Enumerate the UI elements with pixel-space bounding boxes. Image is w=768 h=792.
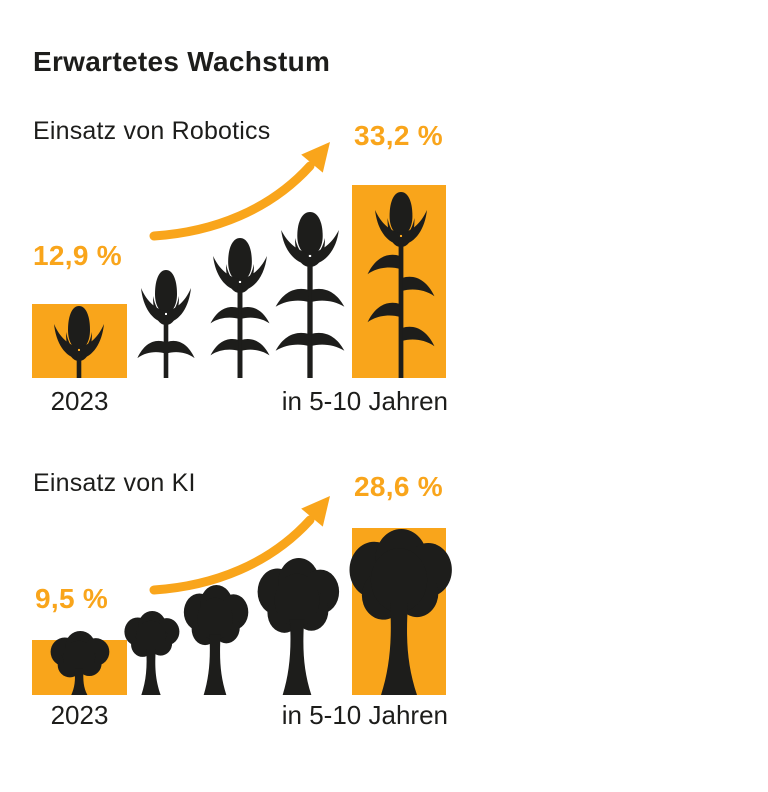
corn-plant-icon <box>374 190 428 378</box>
corn-plant-icon <box>280 210 340 378</box>
section-ki-label: Einsatz von KI <box>33 469 196 497</box>
growth-arrow-icon <box>149 496 330 595</box>
robotics-end-value: 33,2 % <box>354 120 443 151</box>
tree-icon <box>48 631 110 695</box>
tree-icon <box>122 611 180 695</box>
corn-plant-icon <box>53 304 105 378</box>
ki-2023-label: 2023 <box>50 700 109 730</box>
robotics-2023-label: 2023 <box>50 386 109 416</box>
ki-future-label: in 5-10 Jahren <box>281 700 448 730</box>
tree-icon <box>345 529 453 695</box>
robotics-future-label: in 5-10 Jahren <box>281 386 448 416</box>
tree-icon <box>181 585 249 695</box>
ki-end-value: 28,6 % <box>354 471 443 502</box>
tree-icon <box>254 558 340 695</box>
robotics-start-value: 12,9 % <box>33 240 122 271</box>
ki-start-value: 9,5 % <box>35 583 109 614</box>
growth-arrow-icon <box>149 142 330 241</box>
corn-plant-icon <box>212 236 268 378</box>
section-robotics-label: Einsatz von Robotics <box>33 117 271 145</box>
corn-plant-icon <box>140 268 192 378</box>
page-title: Erwartetes Wachstum <box>33 46 331 77</box>
